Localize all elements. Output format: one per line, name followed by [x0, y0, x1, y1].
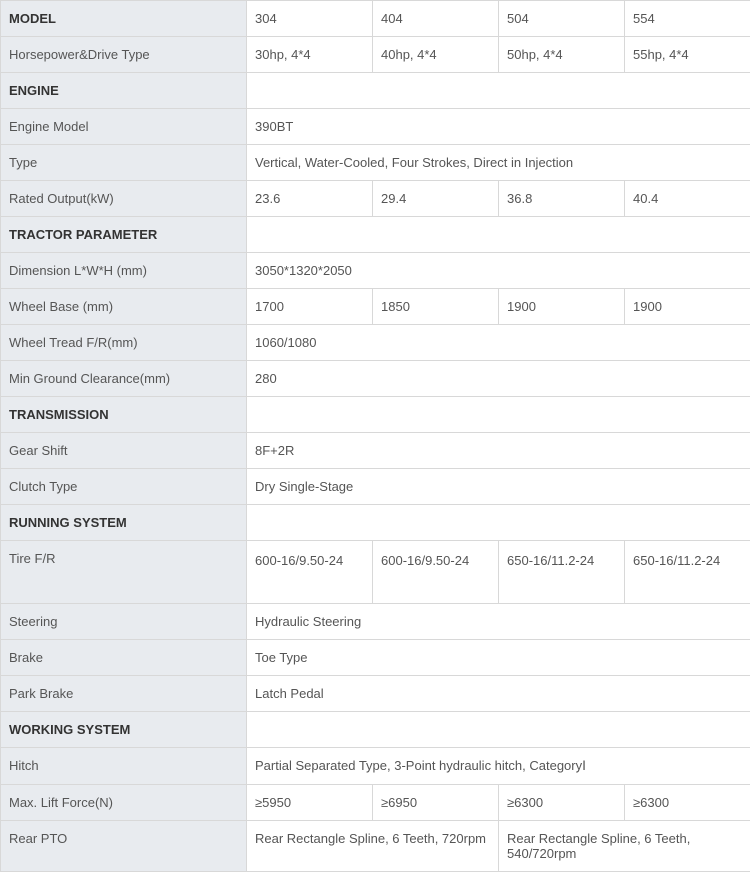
section-empty	[247, 505, 750, 541]
row-cell: 23.6	[247, 181, 373, 217]
row-cell-text: 600-16/9.50-24	[255, 551, 364, 593]
row-value: Dry Single-Stage	[247, 469, 750, 505]
row-cell: 600-16/9.50-24	[373, 541, 499, 604]
row-label: Horsepower&Drive Type	[1, 37, 247, 73]
row-label: Max. Lift Force(N)	[1, 785, 247, 821]
row-cell: 40hp, 4*4	[373, 37, 499, 73]
table-row: Horsepower&Drive Type30hp, 4*440hp, 4*45…	[1, 37, 750, 73]
table-row: TypeVertical, Water-Cooled, Four Strokes…	[1, 145, 750, 181]
row-cell: Rear Rectangle Spline, 6 Teeth, 540/720r…	[499, 821, 750, 872]
table-row: Tire F/R600-16/9.50-24600-16/9.50-24650-…	[1, 541, 750, 604]
row-cell: 1900	[499, 289, 625, 325]
table-row: Max. Lift Force(N)≥5950≥6950≥6300≥6300	[1, 785, 750, 821]
row-value: Toe Type	[247, 640, 750, 676]
row-cell: 404	[373, 1, 499, 37]
table-row: MODEL304404504554	[1, 1, 750, 37]
table-row: Gear Shift8F+2R	[1, 433, 750, 469]
section-empty	[247, 397, 750, 433]
row-cell: ≥5950	[247, 785, 373, 821]
section-empty	[247, 217, 750, 253]
row-value: 280	[247, 361, 750, 397]
table-row: SteeringHydraulic Steering	[1, 604, 750, 640]
row-cell-text: 650-16/11.2-24	[633, 551, 742, 593]
table-row: Wheel Tread F/R(mm)1060/1080	[1, 325, 750, 361]
section-empty	[247, 73, 750, 109]
row-label: Hitch	[1, 748, 247, 785]
table-row: HitchPartial Separated Type, 3-Point hyd…	[1, 748, 750, 785]
row-label: Min Ground Clearance(mm)	[1, 361, 247, 397]
row-cell-text: 600-16/9.50-24	[381, 551, 490, 593]
row-value: 1060/1080	[247, 325, 750, 361]
table-row: RUNNING SYSTEM	[1, 505, 750, 541]
spec-table: MODEL304404504554Horsepower&Drive Type30…	[0, 0, 750, 872]
row-cell: 1850	[373, 289, 499, 325]
row-cell: 304	[247, 1, 373, 37]
table-row: WORKING SYSTEM	[1, 712, 750, 748]
row-cell: 650-16/11.2-24	[625, 541, 750, 604]
section-label: TRANSMISSION	[1, 397, 247, 433]
row-cell: 30hp, 4*4	[247, 37, 373, 73]
row-cell: 36.8	[499, 181, 625, 217]
row-value: Latch Pedal	[247, 676, 750, 712]
table-row: Dimension L*W*H (mm)3050*1320*2050	[1, 253, 750, 289]
table-row: Engine Model390BT	[1, 109, 750, 145]
row-label: Gear Shift	[1, 433, 247, 469]
row-value: 8F+2R	[247, 433, 750, 469]
row-cell: 554	[625, 1, 750, 37]
section-label: ENGINE	[1, 73, 247, 109]
table-row: Rear PTORear Rectangle Spline, 6 Teeth, …	[1, 821, 750, 872]
row-cell: 650-16/11.2-24	[499, 541, 625, 604]
row-value: Hydraulic Steering	[247, 604, 750, 640]
table-row: Park BrakeLatch Pedal	[1, 676, 750, 712]
row-value: 390BT	[247, 109, 750, 145]
row-cell: 29.4	[373, 181, 499, 217]
row-label: Rear PTO	[1, 821, 247, 872]
row-cell: 55hp, 4*4	[625, 37, 750, 73]
section-empty	[247, 712, 750, 748]
row-value: 3050*1320*2050	[247, 253, 750, 289]
table-row: ENGINE	[1, 73, 750, 109]
table-row: TRANSMISSION	[1, 397, 750, 433]
row-value: Partial Separated Type, 3-Point hydrauli…	[247, 748, 750, 785]
row-cell: ≥6950	[373, 785, 499, 821]
row-label: MODEL	[1, 1, 247, 37]
row-cell: 1900	[625, 289, 750, 325]
row-label: Type	[1, 145, 247, 181]
section-label: TRACTOR PARAMETER	[1, 217, 247, 253]
row-label: Steering	[1, 604, 247, 640]
row-label: Tire F/R	[1, 541, 247, 604]
row-label: Park Brake	[1, 676, 247, 712]
row-label: Clutch Type	[1, 469, 247, 505]
row-cell: 40.4	[625, 181, 750, 217]
table-row: Min Ground Clearance(mm)280	[1, 361, 750, 397]
row-cell: 504	[499, 1, 625, 37]
row-label: Engine Model	[1, 109, 247, 145]
section-label: WORKING SYSTEM	[1, 712, 247, 748]
row-cell: Rear Rectangle Spline, 6 Teeth, 720rpm	[247, 821, 499, 872]
table-row: Clutch TypeDry Single-Stage	[1, 469, 750, 505]
row-label: Wheel Tread F/R(mm)	[1, 325, 247, 361]
row-label: Brake	[1, 640, 247, 676]
table-row: Wheel Base (mm)1700185019001900	[1, 289, 750, 325]
row-cell: 50hp, 4*4	[499, 37, 625, 73]
row-label: Rated Output(kW)	[1, 181, 247, 217]
row-cell-text: 650-16/11.2-24	[507, 551, 616, 593]
table-row: Rated Output(kW)23.629.436.840.4	[1, 181, 750, 217]
row-cell: ≥6300	[499, 785, 625, 821]
section-label: RUNNING SYSTEM	[1, 505, 247, 541]
table-row: BrakeToe Type	[1, 640, 750, 676]
row-cell: 600-16/9.50-24	[247, 541, 373, 604]
row-cell: 1700	[247, 289, 373, 325]
row-label: Wheel Base (mm)	[1, 289, 247, 325]
row-value: Vertical, Water-Cooled, Four Strokes, Di…	[247, 145, 750, 181]
table-row: TRACTOR PARAMETER	[1, 217, 750, 253]
row-cell: ≥6300	[625, 785, 750, 821]
row-label: Dimension L*W*H (mm)	[1, 253, 247, 289]
